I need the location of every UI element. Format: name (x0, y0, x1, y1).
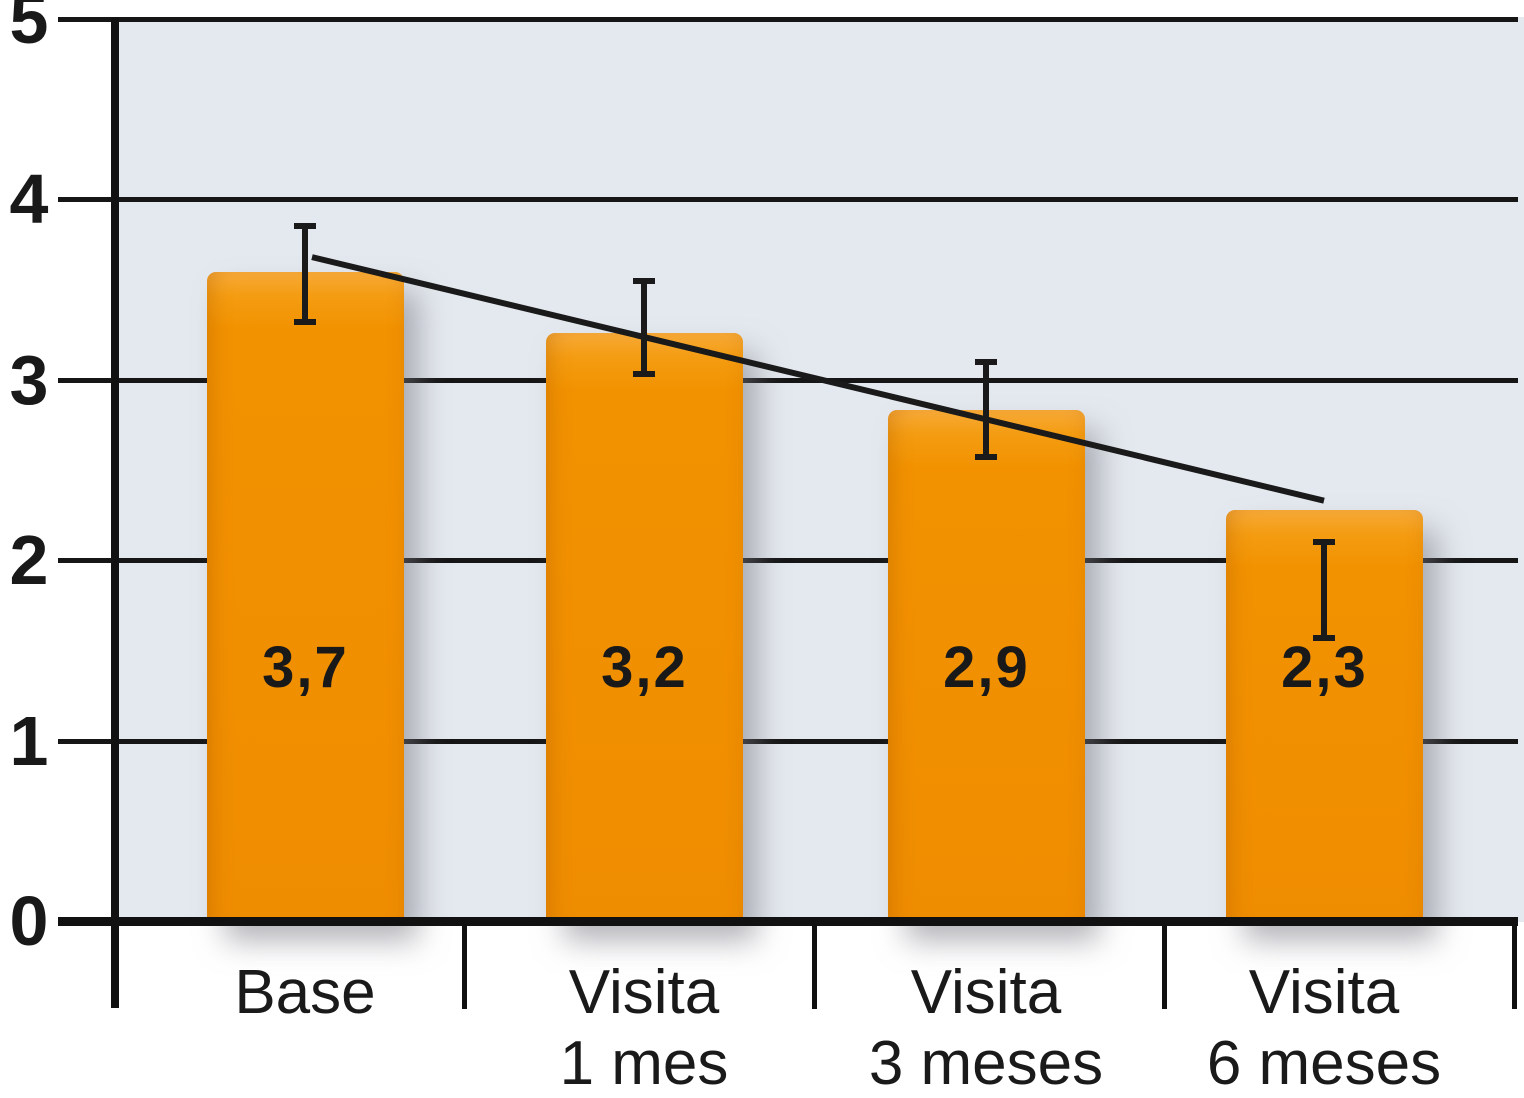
gridline-5 (58, 17, 1518, 22)
category-separator-1 (462, 921, 467, 1009)
error-bar-cap-bottom-1 (294, 319, 316, 326)
x-category-label-4-line1: Visita (1248, 958, 1400, 1027)
error-bar-cap-bottom-3 (975, 454, 997, 461)
category-separator-3 (1162, 921, 1167, 1009)
y-tick-label-0: 0 (9, 882, 49, 960)
x-category-label-1-line1: Base (234, 958, 376, 1027)
y-tick-label-4: 4 (9, 160, 49, 239)
bar-value-label-3: 2,9 (943, 635, 1030, 700)
y-tick-label-3: 3 (9, 340, 49, 419)
x-category-label-4-line2: 6 meses (1206, 1029, 1442, 1098)
category-separator-4 (1512, 921, 1517, 1009)
error-bar-cap-top-3 (975, 358, 997, 365)
x-category-label-2-line1: Visita (568, 958, 720, 1027)
y-tick-label-5: 5 (9, 0, 49, 58)
category-separator-2 (812, 921, 817, 1009)
error-bar-4 (1321, 542, 1327, 638)
y-tick-label-2: 2 (9, 521, 49, 600)
bar-value-label-4: 2,3 (1281, 635, 1368, 700)
x-category-label-2-line2: 1 mes (559, 1029, 729, 1098)
y-axis-line (111, 17, 119, 1008)
x-category-label-3-line1: Visita (910, 958, 1062, 1027)
error-bar-2 (641, 280, 647, 375)
bar-1 (207, 271, 404, 925)
error-bar-cap-bottom-4 (1313, 634, 1335, 641)
x-axis-line (58, 917, 1518, 926)
gridline-4 (58, 197, 1518, 203)
y-tick-label-1: 1 (9, 701, 49, 780)
error-bar-cap-top-1 (294, 223, 316, 230)
error-bar-cap-bottom-2 (633, 371, 655, 378)
gridline-2 (58, 558, 1518, 564)
error-bar-1 (302, 226, 308, 323)
bar-2 (546, 332, 743, 925)
gridline-1 (58, 738, 1518, 744)
error-bar-cap-top-2 (633, 277, 655, 284)
error-bar-cap-top-4 (1313, 539, 1335, 546)
bar-value-label-1: 3,7 (262, 635, 349, 700)
bar-value-label-2: 3,2 (601, 635, 688, 700)
x-category-label-3-line2: 3 meses (868, 1029, 1104, 1098)
error-bar-3 (983, 361, 989, 458)
